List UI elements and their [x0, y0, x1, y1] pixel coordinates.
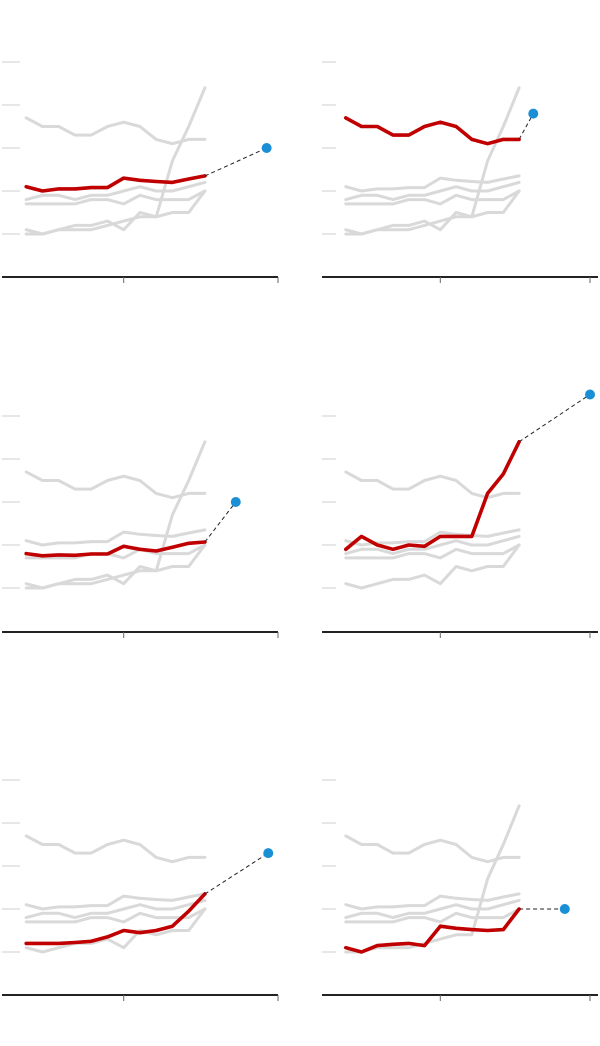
chart-panel-a	[2, 61, 279, 283]
background-series-line-2	[344, 180, 521, 202]
background-series-line-1	[344, 470, 521, 500]
background-series-line-5	[24, 86, 207, 236]
background-series-line-4	[344, 907, 521, 924]
background-series-line-3	[344, 189, 521, 206]
projected-target-point	[585, 389, 595, 400]
background-series-line-5	[24, 907, 207, 924]
projection-dashed-line	[204, 852, 269, 895]
highlighted-series-line	[24, 174, 207, 193]
highlighted-series-line	[343, 440, 521, 552]
background-series-line-2	[24, 189, 207, 236]
projected-target-point	[261, 143, 272, 153]
chart-panel-c	[2, 415, 279, 638]
background-series-line-1	[24, 834, 207, 864]
highlighted-series-line	[24, 540, 207, 558]
projection-dashed-line	[204, 501, 237, 543]
projection-dashed-line	[204, 147, 267, 177]
highlighted-series-line	[343, 907, 521, 954]
background-series-line-5	[344, 86, 521, 236]
background-series-line-1	[344, 189, 521, 236]
projected-target-point	[263, 848, 274, 859]
background-series-line-5	[344, 543, 521, 560]
background-series-line-4	[24, 189, 207, 206]
background-series-line-5	[24, 440, 207, 590]
background-series-line-1	[24, 116, 207, 146]
chart-panel-b	[322, 61, 598, 283]
projected-target-point	[528, 108, 539, 119]
background-series-line-2	[24, 907, 207, 954]
background-series-line-2	[344, 543, 521, 590]
projected-target-point	[230, 497, 241, 507]
highlighted-series-line	[343, 116, 521, 146]
background-series-line-3	[24, 892, 207, 911]
background-series-line-4	[24, 543, 207, 560]
background-series-line-3	[344, 898, 521, 920]
background-series-line-1	[344, 834, 521, 864]
background-series-line-3	[24, 528, 207, 547]
background-series-line-2	[344, 892, 521, 911]
projected-target-point	[559, 904, 570, 914]
chart-panel-e	[2, 779, 279, 1001]
background-series-line-3	[24, 180, 207, 202]
background-series-line-1	[24, 470, 207, 500]
projection-dashed-line	[518, 394, 591, 443]
background-series-line-4	[344, 534, 521, 556]
chart-panel-f	[322, 779, 598, 1001]
highlighted-series-line	[24, 892, 207, 946]
background-series-line-4	[24, 898, 207, 920]
chart-panel-d	[322, 389, 598, 638]
background-series-line-4	[344, 174, 521, 193]
